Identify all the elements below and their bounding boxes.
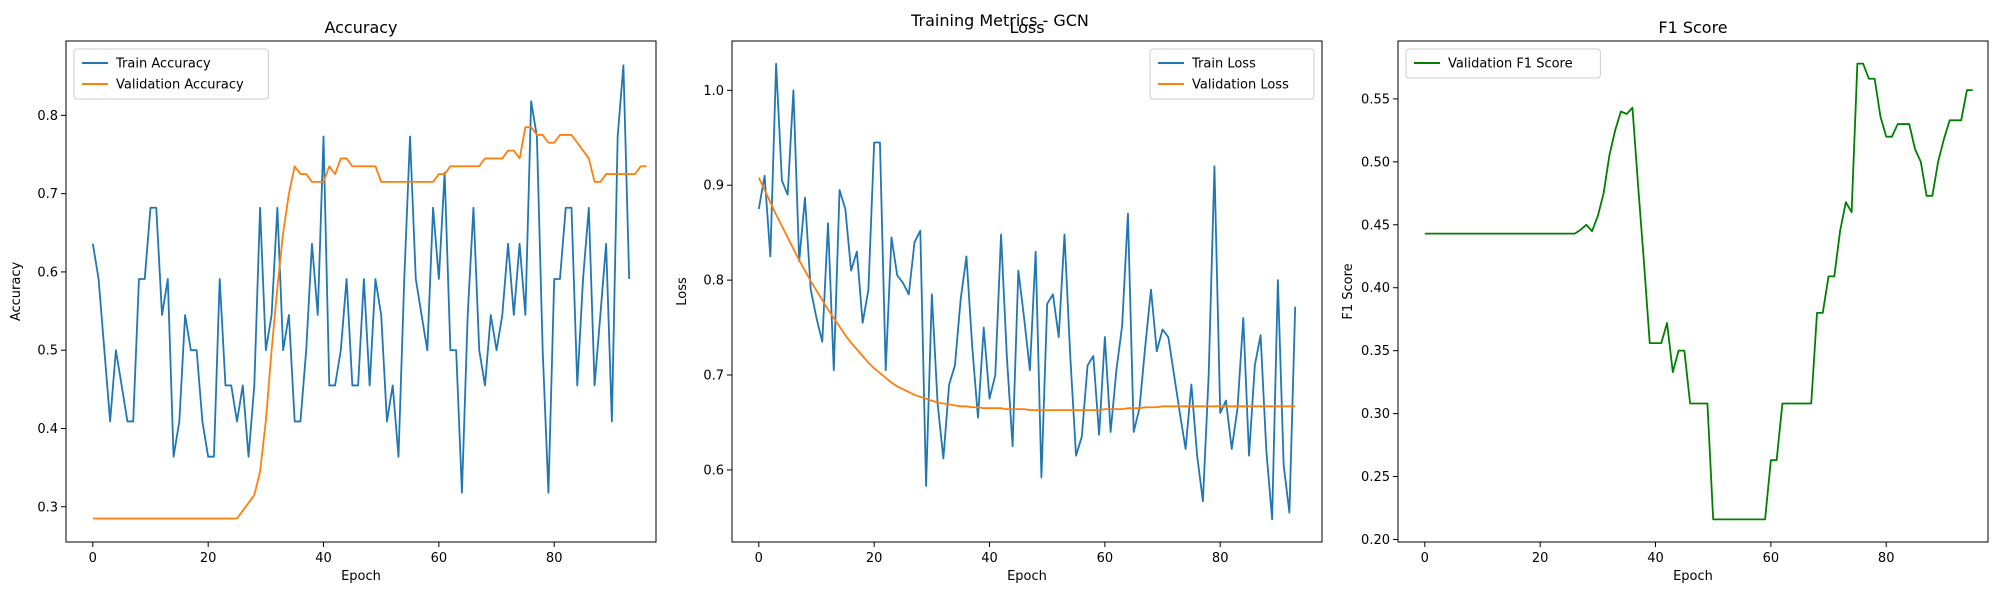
axes-frame (65, 40, 657, 543)
y-tick-label: 0.7 (37, 187, 58, 202)
legend-entry: Train Loss (1191, 57, 1256, 72)
chart-title: Loss (1009, 18, 1044, 37)
y-axis-label: Loss (675, 277, 690, 306)
x-tick-label: 40 (1647, 551, 1664, 566)
x-tick-label: 60 (1097, 551, 1114, 566)
axes-frame (731, 40, 1323, 543)
x-tick-label: 80 (1878, 551, 1895, 566)
series-line-train-accuracy (91, 64, 631, 494)
y-tick-label: 1.0 (703, 84, 724, 99)
legend-entry: Validation Loss (1192, 78, 1289, 93)
y-tick-label: 0.50 (1361, 155, 1390, 170)
series-line-train-loss (757, 62, 1297, 521)
x-tick-label: 80 (546, 551, 563, 566)
charts-container: Accuracy 0 20 40 60 80 0.3 0.4 0.5 0.6 0.7 0.8 Epoch… (9, 18, 1989, 584)
x-tick-label: 80 (1212, 551, 1229, 566)
y-tick-label: 0.8 (703, 274, 724, 289)
x-tick-label: 0 (1421, 551, 1429, 566)
axes-frame (1397, 40, 1989, 543)
y-tick-label: 0.45 (1361, 218, 1390, 233)
chart-2: F1 Score 0 20 40 60 80 0.20 0.25 0.30 0.35 0.40 0.4… (1341, 18, 1989, 584)
legend-box (1149, 48, 1315, 100)
x-tick-label: 40 (315, 551, 332, 566)
legend-entry: Validation Accuracy (116, 78, 244, 93)
y-tick-label: 0.25 (1361, 470, 1390, 485)
y-tick-label: 0.35 (1361, 344, 1390, 359)
series-line-validation-f1-score (1424, 62, 1973, 521)
x-tick-label: 60 (431, 551, 448, 566)
legend-box (1405, 48, 1601, 79)
legend: Train Loss Validation Loss (1149, 48, 1315, 100)
y-axis-label: F1 Score (1341, 263, 1356, 319)
x-tick-label: 20 (1532, 551, 1549, 566)
chart-0: Accuracy 0 20 40 60 80 0.3 0.4 0.5 0.6 0.7 0.8 Epoch… (9, 18, 657, 584)
x-tick-label: 60 (1763, 551, 1780, 566)
y-axis-label: Accuracy (9, 262, 24, 322)
x-tick-label: 20 (200, 551, 217, 566)
series-line-validation-accuracy (92, 126, 647, 520)
y-tick-label: 0.3 (37, 500, 58, 515)
chart-1: Loss 0 20 40 60 80 0.6 0.7 0.8 0.9 1.0 Epoch Loss Tra… (675, 18, 1323, 584)
x-axis-label: Epoch (1007, 569, 1047, 584)
x-axis-label: Epoch (1673, 569, 1713, 584)
legend-box (73, 48, 269, 100)
x-tick-label: 20 (866, 551, 883, 566)
x-axis-label: Epoch (341, 569, 381, 584)
series-line-validation-loss (758, 177, 1296, 412)
y-tick-label: 0.6 (37, 265, 58, 280)
y-tick-label: 0.55 (1361, 92, 1390, 107)
x-tick-label: 40 (981, 551, 998, 566)
y-tick-label: 0.7 (703, 369, 724, 384)
x-tick-label: 0 (755, 551, 763, 566)
legend: Train Accuracy Validation Accuracy (73, 48, 269, 100)
y-tick-label: 0.6 (703, 463, 724, 478)
y-tick-label: 0.20 (1361, 533, 1390, 548)
chart-title: F1 Score (1658, 18, 1727, 37)
legend-entry: Validation F1 Score (1448, 57, 1573, 72)
y-tick-label: 0.8 (37, 109, 58, 124)
y-tick-label: 0.30 (1361, 407, 1390, 422)
y-tick-label: 0.4 (37, 422, 58, 437)
x-tick-label: 0 (89, 551, 97, 566)
legend-entry: Train Accuracy (115, 57, 211, 72)
figure-suptitle: Training Metrics - GCN (910, 11, 1089, 30)
y-tick-label: 0.9 (703, 179, 724, 194)
chart-title: Accuracy (324, 18, 397, 37)
y-tick-label: 0.5 (37, 344, 58, 359)
y-tick-label: 0.40 (1361, 281, 1390, 296)
legend: Validation F1 Score (1405, 48, 1601, 79)
